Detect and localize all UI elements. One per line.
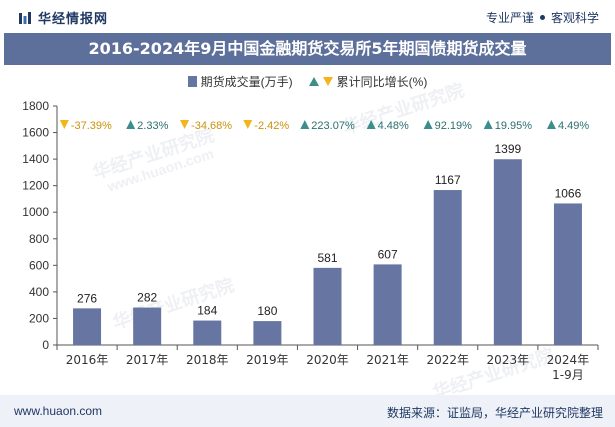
x-tick-label: 2019年: [246, 353, 289, 367]
y-tick-label: 1600: [22, 126, 49, 140]
y-tick-label: 1800: [22, 99, 49, 113]
y-tick-label: 200: [29, 311, 49, 325]
y-tick-label: 1000: [22, 205, 49, 219]
growth-down-triangle-icon: [59, 120, 69, 129]
x-tick-label: 2018年: [186, 353, 229, 367]
x-tick-label: 2020年: [306, 353, 349, 367]
growth-label: 92.19%: [435, 120, 473, 132]
bar-value-label: 1066: [555, 186, 582, 200]
y-tick-label: 1200: [22, 179, 49, 193]
tagline-dot-icon: [539, 15, 545, 20]
growth-label: 4.48%: [378, 120, 409, 132]
bar: [553, 203, 582, 345]
growth-up-triangle-icon: [546, 120, 556, 129]
bar: [493, 159, 522, 345]
x-tick-label: 2016年: [66, 353, 109, 367]
bar: [193, 320, 222, 345]
x-tick-label: 2023年: [487, 353, 530, 367]
bar-value-label: 1167: [435, 173, 461, 187]
growth-up-triangle-icon: [366, 120, 376, 129]
x-tick-label: 2022年: [426, 353, 469, 367]
footer: www.huaon.com 数据来源：证监局，华经产业研究院整理: [0, 395, 615, 427]
growth-label: -2.42%: [254, 120, 289, 132]
y-tick-label: 0: [42, 338, 49, 352]
tagline-left: 专业严谨: [485, 11, 534, 25]
x-tick-label: 2017年: [126, 353, 169, 367]
y-tick-label: 600: [29, 258, 49, 272]
growth-up-triangle-icon: [483, 120, 493, 129]
x-tick-label: 2021年: [366, 353, 409, 367]
x-tick-label: 2024年: [547, 353, 590, 367]
footer-source: 数据来源：证监局，华经产业研究院整理: [386, 406, 603, 420]
brand: 华经情报网: [18, 8, 108, 27]
legend-growth: 累计同比增长(%): [308, 73, 428, 90]
legend-up-triangle-icon: [308, 76, 319, 86]
growth-label: 19.95%: [495, 120, 533, 132]
legend-growth-label: 累计同比增长(%): [336, 74, 428, 89]
growth-down-triangle-icon: [243, 120, 253, 129]
growth-up-triangle-icon: [423, 120, 433, 129]
bar-value-label: 184: [197, 304, 217, 318]
bar: [133, 307, 162, 345]
growth-label: 4.49%: [558, 120, 589, 132]
x-tick-label: 1-9月: [552, 368, 584, 382]
legend-down-triangle-icon: [322, 76, 333, 86]
legend-bar: 期货成交量(万手): [187, 73, 293, 90]
bar: [253, 321, 282, 345]
chart-title: 2016-2024年9月中国金融期货交易所5年期国债期货成交量: [88, 39, 527, 58]
bar: [433, 190, 462, 345]
growth-up-triangle-icon: [300, 120, 310, 129]
bar: [313, 267, 342, 345]
bar-value-label: 1399: [494, 142, 521, 156]
legend: 期货成交量(万手) 累计同比增长(%): [0, 70, 615, 92]
growth-label: 223.07%: [311, 120, 355, 132]
growth-down-triangle-icon: [180, 120, 190, 129]
y-tick-label: 800: [29, 232, 49, 246]
bar: [373, 264, 402, 345]
brand-name: 华经情报网: [38, 11, 109, 26]
growth-label: 2.33%: [137, 120, 168, 132]
bar: [73, 308, 102, 345]
tagline: 专业严谨 客观科学: [486, 9, 599, 26]
y-tick-label: 1400: [22, 152, 49, 166]
title-band: 2016-2024年9月中国金融期货交易所5年期国债期货成交量: [4, 33, 611, 65]
bar-value-label: 276: [77, 291, 97, 305]
bar-value-label: 607: [378, 247, 398, 261]
brand-logo-icon: [19, 11, 31, 24]
bar-value-label: 180: [257, 304, 277, 318]
bar-value-label: 581: [317, 251, 337, 265]
top-bar: 华经情报网 专业严谨 客观科学: [0, 0, 615, 32]
tagline-right: 客观科学: [550, 11, 599, 25]
legend-bar-label: 期货成交量(万手): [200, 74, 293, 89]
footer-website: www.huaon.com: [14, 404, 103, 418]
growth-label: -34.68%: [191, 120, 232, 132]
bar-value-label: 282: [137, 291, 157, 305]
growth-label: -37.39%: [71, 120, 112, 132]
legend-bar-swatch: [187, 75, 197, 87]
growth-up-triangle-icon: [126, 120, 136, 129]
y-tick-label: 400: [29, 285, 49, 299]
